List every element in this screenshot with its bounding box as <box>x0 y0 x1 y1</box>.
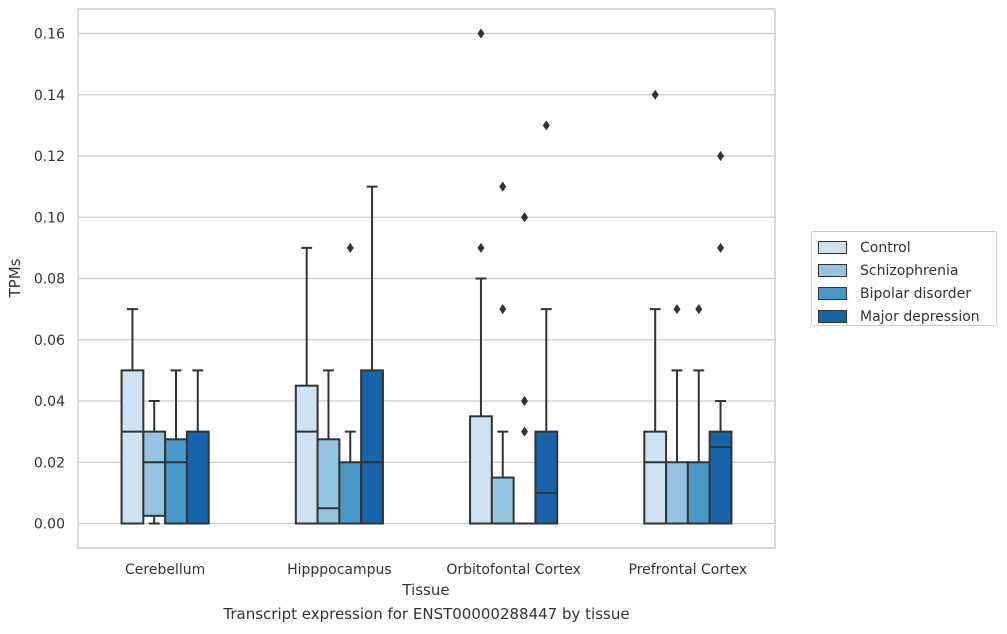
outlier-point <box>499 181 507 192</box>
box-iqr <box>142 430 167 517</box>
box-iqr <box>120 369 145 525</box>
box-schizophrenia <box>490 181 515 525</box>
box-major-depression <box>534 120 559 525</box>
legend-item: Major depression <box>818 305 996 328</box>
box-schizophrenia <box>665 304 689 525</box>
y-tick-label: 0.16 <box>34 27 65 43</box>
box-major-depression <box>185 369 210 525</box>
chart-title: Transcript expression for ENST0000028844… <box>223 605 630 623</box>
legend-swatch <box>818 310 847 323</box>
box-control <box>469 28 493 525</box>
y-tick-label: 0.00 <box>34 517 65 533</box>
outlier-point <box>477 242 485 253</box>
box-iqr <box>643 430 668 525</box>
box-iqr <box>360 369 384 525</box>
axes: 0.00 0.02 0.04 0.06 0.08 0.10 0.12 0.14 0.16 Cere… <box>34 8 776 578</box>
legend-item: Schizophrenia <box>818 259 996 282</box>
outlier-point <box>477 28 485 39</box>
outlier-point <box>542 120 550 131</box>
legend-item: Bipolar disorder <box>818 282 996 305</box>
box-iqr <box>708 430 733 525</box>
outlier-point <box>651 89 659 100</box>
box-iqr <box>185 430 210 525</box>
box-iqr <box>534 430 559 525</box>
y-tick-label: 0.12 <box>34 149 65 165</box>
legend-item: Control <box>818 236 996 259</box>
box-major-depression <box>708 151 733 525</box>
outlier-point <box>695 304 703 315</box>
box-iqr <box>665 461 689 525</box>
box-bipolar-disorder <box>164 369 188 525</box>
box-schizophrenia <box>142 400 167 525</box>
y-tick-label: 0.04 <box>34 394 65 410</box>
box-schizophrenia <box>316 369 341 525</box>
x-tick-label: Cerebellum <box>125 562 205 578</box>
legend-label: Major depression <box>860 308 980 325</box>
outlier-point <box>346 242 354 253</box>
box-bipolar-disorder <box>686 304 711 525</box>
y-tick-label: 0.14 <box>34 88 65 104</box>
legend-label: Control <box>860 239 911 256</box>
box-control <box>120 308 145 525</box>
legend-swatch <box>818 241 847 254</box>
y-tick-label: 0.08 <box>34 272 65 288</box>
y-axis-title: TPMs <box>6 258 24 298</box>
box-bipolar-disorder <box>512 212 537 525</box>
box-control <box>294 246 319 525</box>
plot-frame <box>77 8 776 549</box>
legend-swatch <box>818 287 847 300</box>
legend-label: Bipolar disorder <box>860 285 972 302</box>
y-tick-label: 0.06 <box>34 333 65 349</box>
box-iqr <box>338 461 363 525</box>
legend-label: Schizophrenia <box>860 262 959 279</box>
box-iqr <box>164 438 188 525</box>
outlier-point <box>521 212 529 223</box>
y-tick-label: 0.10 <box>34 210 65 226</box>
box-control <box>643 89 668 525</box>
outlier-point <box>521 426 529 437</box>
outlier-point <box>717 242 725 253</box>
x-tick-label: Hipppocampus <box>287 562 392 578</box>
x-tick-label: Orbitofontal Cortex <box>446 562 581 578</box>
y-tick-label: 0.02 <box>34 455 65 471</box>
box-iqr <box>294 384 319 525</box>
legend: Control Schizophrenia Bipolar disorder Majo… <box>811 231 997 326</box>
x-tick-label: Prefrontal Cortex <box>629 562 748 578</box>
outlier-point <box>673 304 681 315</box>
outlier-point <box>717 151 725 161</box>
outlier-point <box>499 304 507 315</box>
box-iqr <box>316 438 341 525</box>
legend-swatch <box>818 264 847 277</box>
box-iqr <box>469 415 493 525</box>
box-iqr <box>490 476 515 525</box>
box-iqr <box>686 461 711 525</box>
box-plots <box>120 28 733 525</box>
box-bipolar-disorder <box>338 242 363 525</box>
box-major-depression <box>360 185 384 525</box>
outlier-point <box>521 396 529 406</box>
x-axis-title: Tissue <box>401 581 449 599</box>
